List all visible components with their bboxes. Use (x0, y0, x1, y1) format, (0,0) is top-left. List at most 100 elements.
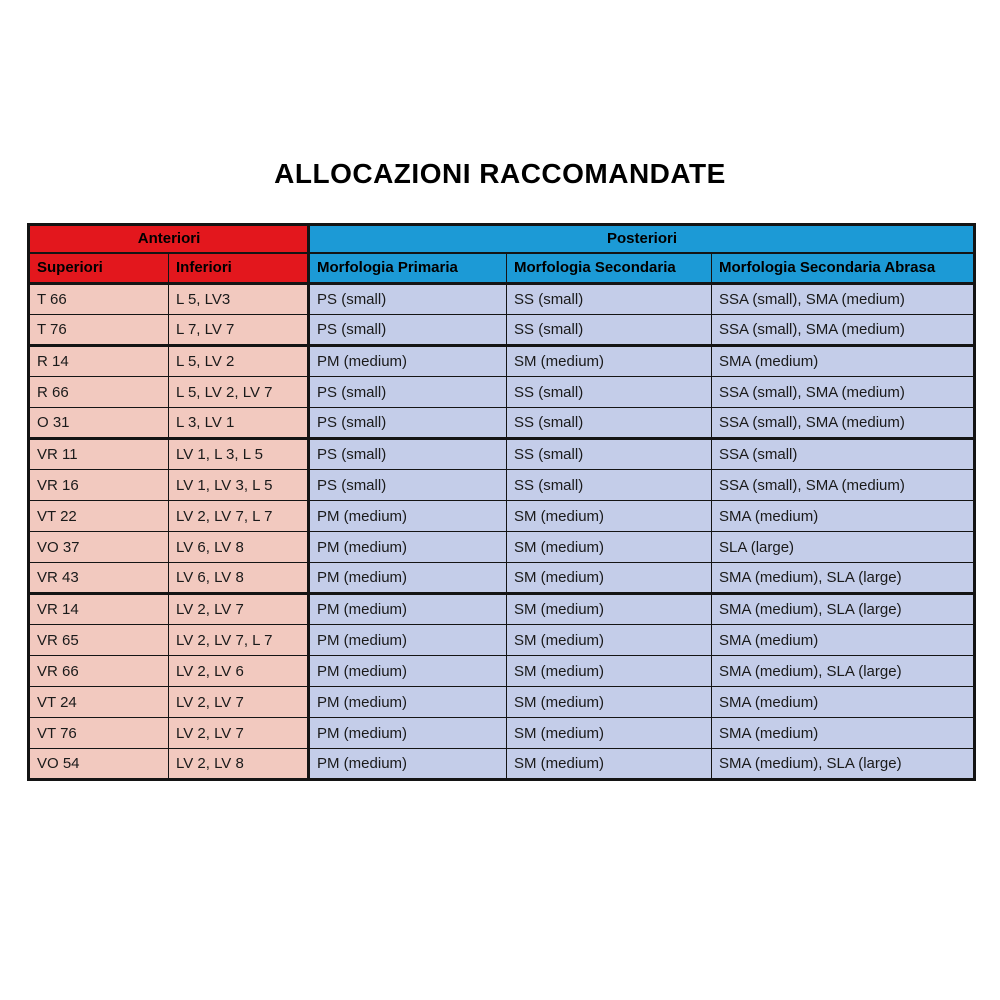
cell-morfologia-primaria: PS (small) (307, 469, 508, 501)
cell-morfologia-secondaria-abrasa: SSA (small), SMA (medium) (711, 469, 976, 501)
table-row: T 66 L 5, LV3 PS (small) SS (small) SSA … (28, 283, 976, 315)
table-row: VR 66 LV 2, LV 6 PM (medium) SM (medium)… (28, 655, 976, 687)
cell-morfologia-primaria: PM (medium) (307, 592, 508, 625)
cell-inferiori: LV 2, LV 7 (167, 686, 310, 718)
section-header-anteriori: Anteriori (27, 224, 310, 254)
cell-inferiori: LV 2, LV 7, L 7 (167, 500, 310, 532)
column-header-row: Superiori Inferiori Morfologia Primaria … (28, 252, 976, 285)
table-row: T 76 L 7, LV 7 PS (small) SS (small) SSA… (28, 314, 976, 346)
cell-morfologia-secondaria: SM (medium) (506, 531, 713, 563)
cell-superiori: T 76 (28, 314, 169, 346)
cell-inferiori: LV 2, LV 7 (167, 717, 310, 749)
cell-morfologia-secondaria: SS (small) (506, 314, 713, 346)
cell-morfologia-secondaria: SM (medium) (506, 686, 713, 718)
cell-inferiori: LV 1, L 3, L 5 (167, 437, 310, 470)
cell-morfologia-secondaria-abrasa: SMA (medium) (711, 500, 976, 532)
table-row: VR 14 LV 2, LV 7 PM (medium) SM (medium)… (28, 592, 976, 625)
cell-morfologia-primaria: PM (medium) (307, 655, 508, 687)
cell-morfologia-secondaria: SS (small) (506, 469, 713, 501)
table-row: R 14 L 5, LV 2 PM (medium) SM (medium) S… (28, 344, 976, 377)
table-row: VT 24 LV 2, LV 7 PM (medium) SM (medium)… (28, 686, 976, 718)
cell-morfologia-secondaria: SM (medium) (506, 624, 713, 656)
cell-morfologia-secondaria: SM (medium) (506, 344, 713, 377)
cell-superiori: VR 14 (28, 592, 169, 625)
table-row: VO 54 LV 2, LV 8 PM (medium) SM (medium)… (28, 748, 976, 780)
cell-morfologia-secondaria: SM (medium) (506, 562, 713, 594)
cell-inferiori: LV 2, LV 7, L 7 (167, 624, 310, 656)
cell-superiori: VO 54 (28, 748, 169, 780)
table-row: VR 43 LV 6, LV 8 PM (medium) SM (medium)… (28, 562, 976, 594)
cell-morfologia-primaria: PS (small) (307, 376, 508, 408)
cell-morfologia-secondaria-abrasa: SMA (medium) (711, 717, 976, 749)
cell-morfologia-primaria: PM (medium) (307, 686, 508, 718)
cell-superiori: VR 65 (28, 624, 169, 656)
cell-morfologia-primaria: PM (medium) (307, 500, 508, 532)
column-header-inferiori: Inferiori (167, 252, 310, 285)
column-header-morfologia-secondaria: Morfologia Secondaria (506, 252, 713, 285)
cell-morfologia-secondaria: SS (small) (506, 283, 713, 315)
cell-morfologia-secondaria-abrasa: SSA (small), SMA (medium) (711, 283, 976, 315)
cell-morfologia-primaria: PS (small) (307, 407, 508, 439)
cell-superiori: VR 16 (28, 469, 169, 501)
cell-superiori: VT 76 (28, 717, 169, 749)
table-row: VT 22 LV 2, LV 7, L 7 PM (medium) SM (me… (28, 500, 976, 532)
cell-morfologia-secondaria-abrasa: SMA (medium), SLA (large) (711, 592, 976, 625)
cell-superiori: VO 37 (28, 531, 169, 563)
column-header-superiori: Superiori (28, 252, 169, 285)
cell-inferiori: LV 1, LV 3, L 5 (167, 469, 310, 501)
cell-morfologia-secondaria-abrasa: SSA (small), SMA (medium) (711, 407, 976, 439)
cell-inferiori: LV 2, LV 6 (167, 655, 310, 687)
cell-inferiori: L 5, LV 2 (167, 344, 310, 377)
cell-morfologia-secondaria: SM (medium) (506, 592, 713, 625)
cell-superiori: VT 22 (28, 500, 169, 532)
cell-morfologia-secondaria-abrasa: SSA (small), SMA (medium) (711, 376, 976, 408)
cell-inferiori: LV 6, LV 8 (167, 531, 310, 563)
cell-morfologia-secondaria: SS (small) (506, 437, 713, 470)
cell-morfologia-secondaria-abrasa: SMA (medium), SLA (large) (711, 748, 976, 780)
allocation-table: Anteriori Posteriori Superiori Inferiori… (27, 223, 977, 781)
cell-superiori: VR 11 (28, 437, 169, 470)
page-title: ALLOCAZIONI RACCOMANDATE (274, 158, 726, 189)
cell-morfologia-primaria: PM (medium) (307, 624, 508, 656)
cell-morfologia-secondaria-abrasa: SLA (large) (711, 531, 976, 563)
column-header-morfologia-primaria: Morfologia Primaria (307, 252, 508, 285)
cell-inferiori: LV 6, LV 8 (167, 562, 310, 594)
cell-morfologia-secondaria: SS (small) (506, 407, 713, 439)
table-row: VR 11 LV 1, L 3, L 5 PS (small) SS (smal… (28, 437, 976, 470)
cell-inferiori: L 5, LV3 (167, 283, 310, 315)
cell-morfologia-secondaria-abrasa: SMA (medium) (711, 344, 976, 377)
cell-superiori: VR 66 (28, 655, 169, 687)
cell-morfologia-primaria: PM (medium) (307, 748, 508, 780)
cell-morfologia-secondaria-abrasa: SMA (medium), SLA (large) (711, 655, 976, 687)
cell-morfologia-primaria: PS (small) (307, 283, 508, 315)
table-row: VT 76 LV 2, LV 7 PM (medium) SM (medium)… (28, 717, 976, 749)
cell-superiori: VR 43 (28, 562, 169, 594)
cell-morfologia-secondaria: SM (medium) (506, 717, 713, 749)
cell-morfologia-secondaria: SM (medium) (506, 655, 713, 687)
cell-superiori: R 66 (28, 376, 169, 408)
cell-inferiori: L 5, LV 2, LV 7 (167, 376, 310, 408)
cell-morfologia-secondaria-abrasa: SSA (small) (711, 437, 976, 470)
cell-inferiori: L 7, LV 7 (167, 314, 310, 346)
cell-superiori: R 14 (28, 344, 169, 377)
table-row: O 31 L 3, LV 1 PS (small) SS (small) SSA… (28, 407, 976, 439)
cell-inferiori: LV 2, LV 7 (167, 592, 310, 625)
cell-morfologia-primaria: PM (medium) (307, 344, 508, 377)
cell-morfologia-secondaria-abrasa: SSA (small), SMA (medium) (711, 314, 976, 346)
cell-morfologia-secondaria-abrasa: SMA (medium) (711, 624, 976, 656)
section-header-row: Anteriori Posteriori (27, 224, 976, 254)
cell-morfologia-primaria: PM (medium) (307, 717, 508, 749)
table-row: R 66 L 5, LV 2, LV 7 PS (small) SS (smal… (28, 376, 976, 408)
cell-inferiori: LV 2, LV 8 (167, 748, 310, 780)
cell-superiori: T 66 (28, 283, 169, 315)
cell-morfologia-secondaria: SM (medium) (506, 500, 713, 532)
section-header-posteriori: Posteriori (307, 224, 976, 254)
cell-morfologia-primaria: PM (medium) (307, 531, 508, 563)
table-row: VR 16 LV 1, LV 3, L 5 PS (small) SS (sma… (28, 469, 976, 501)
cell-superiori: VT 24 (28, 686, 169, 718)
column-header-morfologia-secondaria-abrasa: Morfologia Secondaria Abrasa (711, 252, 976, 285)
cell-inferiori: L 3, LV 1 (167, 407, 310, 439)
cell-morfologia-secondaria-abrasa: SMA (medium), SLA (large) (711, 562, 976, 594)
cell-morfologia-primaria: PM (medium) (307, 562, 508, 594)
